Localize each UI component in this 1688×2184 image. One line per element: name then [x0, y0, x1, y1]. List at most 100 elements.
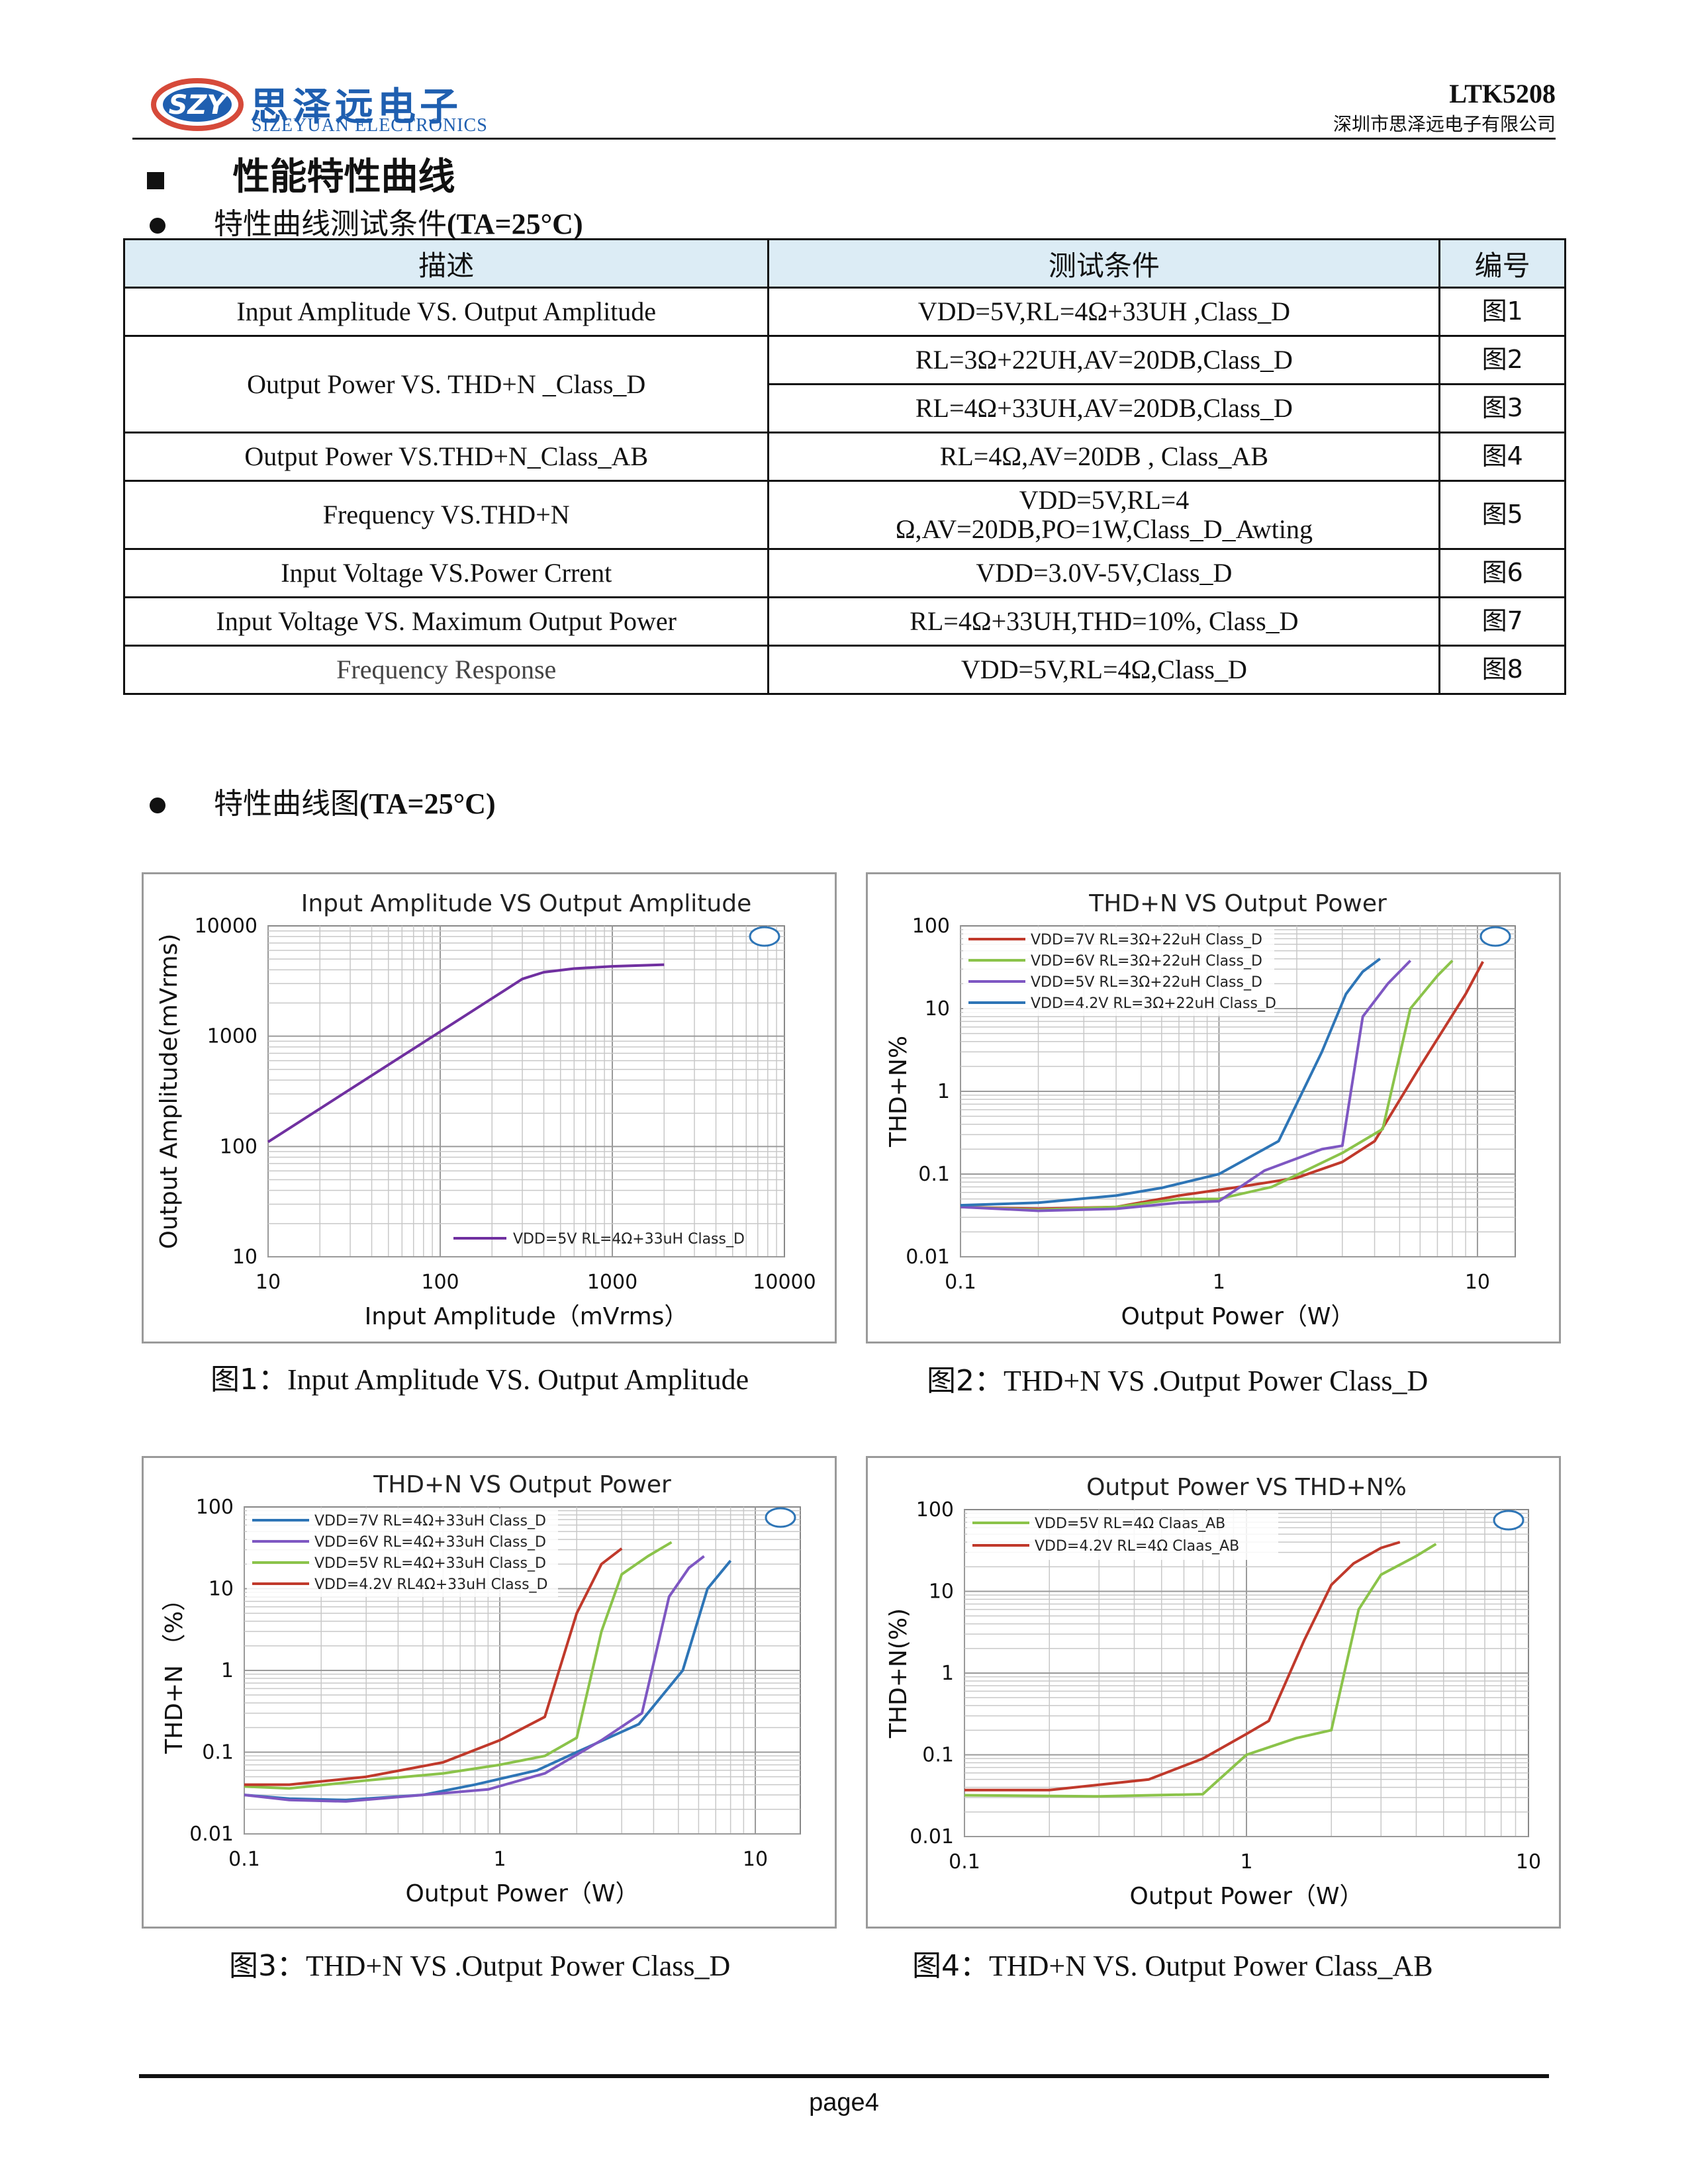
logo-mark-text: SZY [169, 90, 229, 120]
section-title: 性能特性曲线 [232, 156, 455, 199]
y-tick-label: 1 [941, 1662, 954, 1685]
y-axis-label: Output Amplitude(mVrms) [156, 934, 183, 1250]
fig-cell: 图6 [1438, 548, 1566, 598]
chart-fig4: Output Power VS THD+N% 0.1 1 10 0.01 0.1 1 10 10… [866, 1456, 1561, 1929]
legend-label: VDD=5V RL=4Ω+33uH Class_D [513, 1231, 745, 1248]
x-tick-label: 1 [1240, 1850, 1252, 1874]
logo-cn-name: 思泽远电子 [250, 84, 463, 129]
cond-cell: VDD=3.0V-5V,Class_D [767, 548, 1441, 598]
table-row: Output Power VS. THD+N _Class_D RL=3Ω+22… [122, 335, 1566, 433]
legend-label: VDD=4.2V RL=4Ω Claas_AB [1035, 1538, 1239, 1555]
legend-box [963, 927, 1274, 1016]
plot-area [267, 925, 785, 1257]
y-tick-label: 0.01 [906, 1246, 950, 1269]
series-line [267, 963, 665, 1144]
chart-title: Input Amplitude VS Output Amplitude [301, 890, 751, 917]
cond-cell: RL=4Ω,AV=20DB , Class_AB [767, 432, 1441, 482]
desc-cell: Input Amplitude VS. Output Amplitude [122, 287, 770, 337]
caption-fig4-prefix: 图4： [912, 1949, 989, 1983]
desc-cell: Output Power VS. THD+N _Class_D [122, 335, 770, 433]
legend-label: VDD=7V RL=4Ω+33uH Class_D [314, 1513, 546, 1529]
series-line [244, 1555, 705, 1803]
page-number: page4 [809, 2089, 879, 2116]
chart-title: THD+N VS Output Power [1088, 890, 1387, 917]
desc-cell: Frequency VS.THD+N [122, 480, 770, 550]
fig-cell: 图1 [1438, 287, 1566, 337]
ap-logo-icon [765, 1507, 796, 1528]
x-tick-label: 10000 [753, 1271, 816, 1294]
legend-label: VDD=5V RL=3Ω+22uH Class_D [1031, 974, 1262, 991]
y-tick-label: 0.1 [922, 1744, 954, 1767]
x-tick-label: 0.1 [949, 1850, 980, 1874]
cond-cell: VDD=5V,RL=4Ω,Class_D [767, 645, 1441, 695]
y-tick-label: 100 [196, 1496, 234, 1519]
x-tick-label: 1 [1213, 1271, 1225, 1294]
chart-title: THD+N VS Output Power [373, 1471, 671, 1498]
table-row: Input Amplitude VS. Output Amplitude VDD… [122, 287, 1566, 337]
dot-bullet-icon [150, 797, 165, 813]
company-logo: SZY 思泽远电子 SIZEYUAN ELECTRONICS [151, 71, 487, 138]
legend-box [967, 1511, 1278, 1560]
y-tick-label: 10 [925, 997, 950, 1021]
dot-bullet-icon [150, 218, 165, 234]
cond-cell: RL=4Ω+33UH,AV=20DB,Class_D [767, 383, 1441, 433]
y-tick-label: 1 [937, 1080, 950, 1103]
fig-cell: 图5 [1438, 480, 1566, 550]
chart-fig4-svg: Output Power VS THD+N%0.1 1 100.010.111010… [885, 1474, 1541, 1910]
szy-logo-mark: SZY [151, 78, 244, 131]
curves-temp: (TA=25°C) [359, 788, 496, 820]
series-line [244, 1541, 673, 1790]
test-conditions-table: 描述 测试条件 编号 Input Amplitude VS. Output Am… [122, 238, 1566, 695]
chart-fig1: Input Amplitude VS Output Amplitude 10 100… [142, 872, 837, 1343]
x-axis-label: Input Amplitude（mVrms） [365, 1303, 688, 1330]
y-tick-label: 1000 [207, 1025, 258, 1048]
curves-heading: 特性曲线图(TA=25°C) [150, 780, 496, 822]
fig-cell: 图4 [1438, 432, 1566, 482]
legend-box [247, 1508, 558, 1597]
col-header-cond: 测试条件 [767, 238, 1441, 289]
legend-label: VDD=5V RL=4Ω+33uH Class_D [314, 1555, 546, 1572]
y-tick-label: 1 [221, 1659, 234, 1682]
test-conditions-title: 特性曲线测试条件 [214, 207, 447, 241]
header-divider [132, 138, 1556, 140]
chart-title: Output Power VS THD+N% [1086, 1474, 1407, 1501]
y-tick-label: 0.01 [910, 1825, 954, 1848]
desc-cell: Frequency Response [122, 645, 770, 695]
x-tick-label: 10 [1516, 1850, 1541, 1874]
legend-label: VDD=5V RL=4Ω Claas_AB [1035, 1516, 1225, 1532]
y-tick-label: 10 [929, 1580, 954, 1604]
y-tick-label: 0.1 [918, 1163, 950, 1186]
col-header-desc: 描述 [122, 238, 770, 289]
x-tick-label: 1 [493, 1848, 506, 1871]
y-tick-label: 0.1 [202, 1741, 234, 1764]
x-tick-label: 10 [1465, 1271, 1490, 1294]
y-tick-label: 0.01 [189, 1823, 234, 1846]
caption-fig1: 图1：Input Amplitude VS. Output Amplitude [211, 1355, 749, 1398]
table-row: Output Power VS.THD+N_Class_AB RL=4Ω,AV=… [122, 432, 1566, 482]
caption-fig2: 图2：THD+N VS .Output Power Class_D [927, 1357, 1428, 1399]
y-tick-label: 100 [220, 1135, 258, 1158]
y-axis-label: THD+N% [885, 1036, 912, 1148]
square-bullet-icon [147, 172, 164, 189]
table-row: Input Voltage VS.Power Crrent VDD=3.0V-5… [122, 548, 1566, 598]
x-tick-label: 1000 [587, 1271, 637, 1294]
desc-cell: Input Voltage VS. Maximum Output Power [122, 596, 770, 647]
table-row: Input Voltage VS. Maximum Output Power R… [122, 596, 1566, 647]
legend-label: VDD=4.2V RL4Ω+33uH Class_D [314, 1576, 547, 1593]
desc-cell: Output Power VS.THD+N_Class_AB [122, 432, 770, 482]
table-row: Frequency VS.THD+N VDD=5V,RL=4 Ω,AV=20DB… [122, 480, 1566, 550]
caption-fig2-prefix: 图2： [927, 1364, 1004, 1398]
series-line [964, 1541, 1401, 1792]
fig-cell: 图7 [1438, 596, 1566, 647]
caption-fig3: 图3：THD+N VS .Output Power Class_D [229, 1942, 730, 1984]
chart-fig1-svg: Input Amplitude VS Output Amplitude 10 100… [156, 890, 816, 1330]
table-header-row: 描述 测试条件 编号 [122, 238, 1566, 289]
x-tick-label: 0.1 [228, 1848, 260, 1871]
table-row: RL=4Ω+33UH,AV=20DB,Class_D 图3 [124, 383, 1566, 433]
series-line [960, 960, 1454, 1211]
fig-cell: 图2 [1438, 335, 1566, 385]
company-name: 深圳市思泽远电子有限公司 [1333, 113, 1556, 135]
test-conditions-temp: (TA=25°C) [447, 208, 583, 240]
chart-fig3: THD+N VS Output Power 0.1 1 10 0.01 0.1 1 10 100… [142, 1456, 837, 1929]
